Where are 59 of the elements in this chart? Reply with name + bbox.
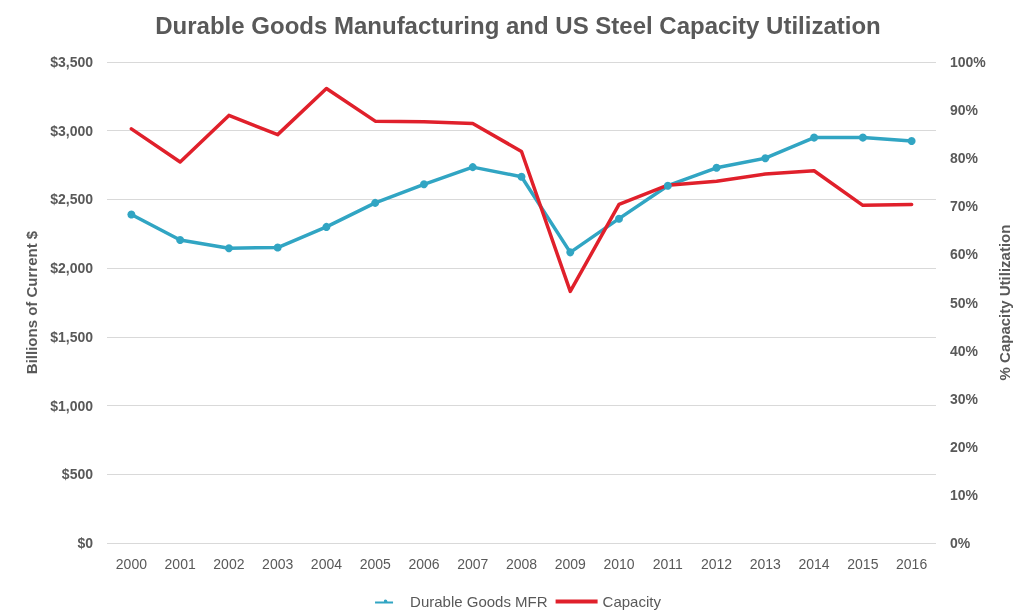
point [224, 244, 233, 253]
x-tick-label: 2007 [457, 556, 489, 572]
y2-tick-label: 20% [950, 438, 979, 455]
x-tick-label: 2016 [896, 556, 928, 572]
point [517, 172, 526, 181]
y-tick-label: $500 [61, 466, 94, 483]
y2-tick-label: 0% [950, 535, 971, 551]
point [176, 235, 185, 244]
x-tick-label: 2011 [652, 556, 684, 572]
y-axis-title: Billions of Current $ [23, 230, 41, 375]
point [127, 210, 136, 219]
x-tick-label: 2005 [359, 556, 391, 572]
y2-tick-label: 80% [950, 150, 979, 167]
chart-title: Durable Goods Manufacturing and US Steel Capacity Utilization [155, 11, 881, 39]
point [566, 248, 575, 257]
y2-tick-label: 40% [950, 342, 979, 359]
point [273, 243, 282, 252]
y-tick-label: $2,000 [50, 260, 94, 277]
point [712, 163, 721, 172]
x-tick-label: 2012 [700, 556, 733, 572]
y2-tick-label: 50% [950, 294, 979, 311]
point [615, 214, 624, 223]
y2-tick-label: 10% [950, 486, 979, 503]
point [663, 181, 672, 190]
y-tick-label: $2,500 [50, 191, 94, 208]
x-tick-label: 2002 [213, 556, 245, 572]
line-series [129, 86, 914, 294]
legend-label: Durable Goods MFR [410, 593, 548, 610]
x-tick-label: 2014 [798, 556, 830, 572]
point [810, 133, 819, 142]
y2-tick-label: 100% [950, 54, 987, 70]
x-tick-label: 2008 [505, 556, 538, 572]
y-tick-label: $0 [77, 535, 94, 551]
y2-tick-label: 70% [950, 198, 979, 215]
x-tick-label: 2010 [603, 556, 635, 572]
point [907, 137, 916, 146]
x-tick-label: 2009 [554, 556, 587, 572]
legend-label: Capacity [602, 593, 662, 610]
y2-tick-label: 60% [950, 246, 979, 263]
point [371, 198, 380, 207]
point [858, 133, 867, 142]
y-tick-label: $3,000 [50, 122, 94, 139]
point [761, 154, 770, 163]
x-tick-label: 2015 [847, 556, 879, 572]
y2-axis-title: % Capacity Utilization [995, 224, 1013, 381]
y-tick-label: $1,000 [50, 397, 94, 414]
x-tick-label: 2013 [749, 556, 782, 572]
x-tick-label: 2001 [164, 556, 196, 572]
point [322, 222, 331, 231]
point [468, 163, 477, 172]
y2-tick-label: 30% [950, 390, 979, 407]
x-tick-label: 2000 [115, 556, 148, 572]
x-tick-label: 2004 [310, 556, 343, 572]
point [419, 180, 428, 189]
x-tick-label: 2006 [408, 556, 440, 572]
y-tick-label: $3,500 [50, 54, 94, 70]
y-tick-label: $1,500 [50, 328, 94, 345]
y2-tick-label: 90% [950, 102, 979, 119]
x-tick-label: 2003 [262, 556, 294, 572]
